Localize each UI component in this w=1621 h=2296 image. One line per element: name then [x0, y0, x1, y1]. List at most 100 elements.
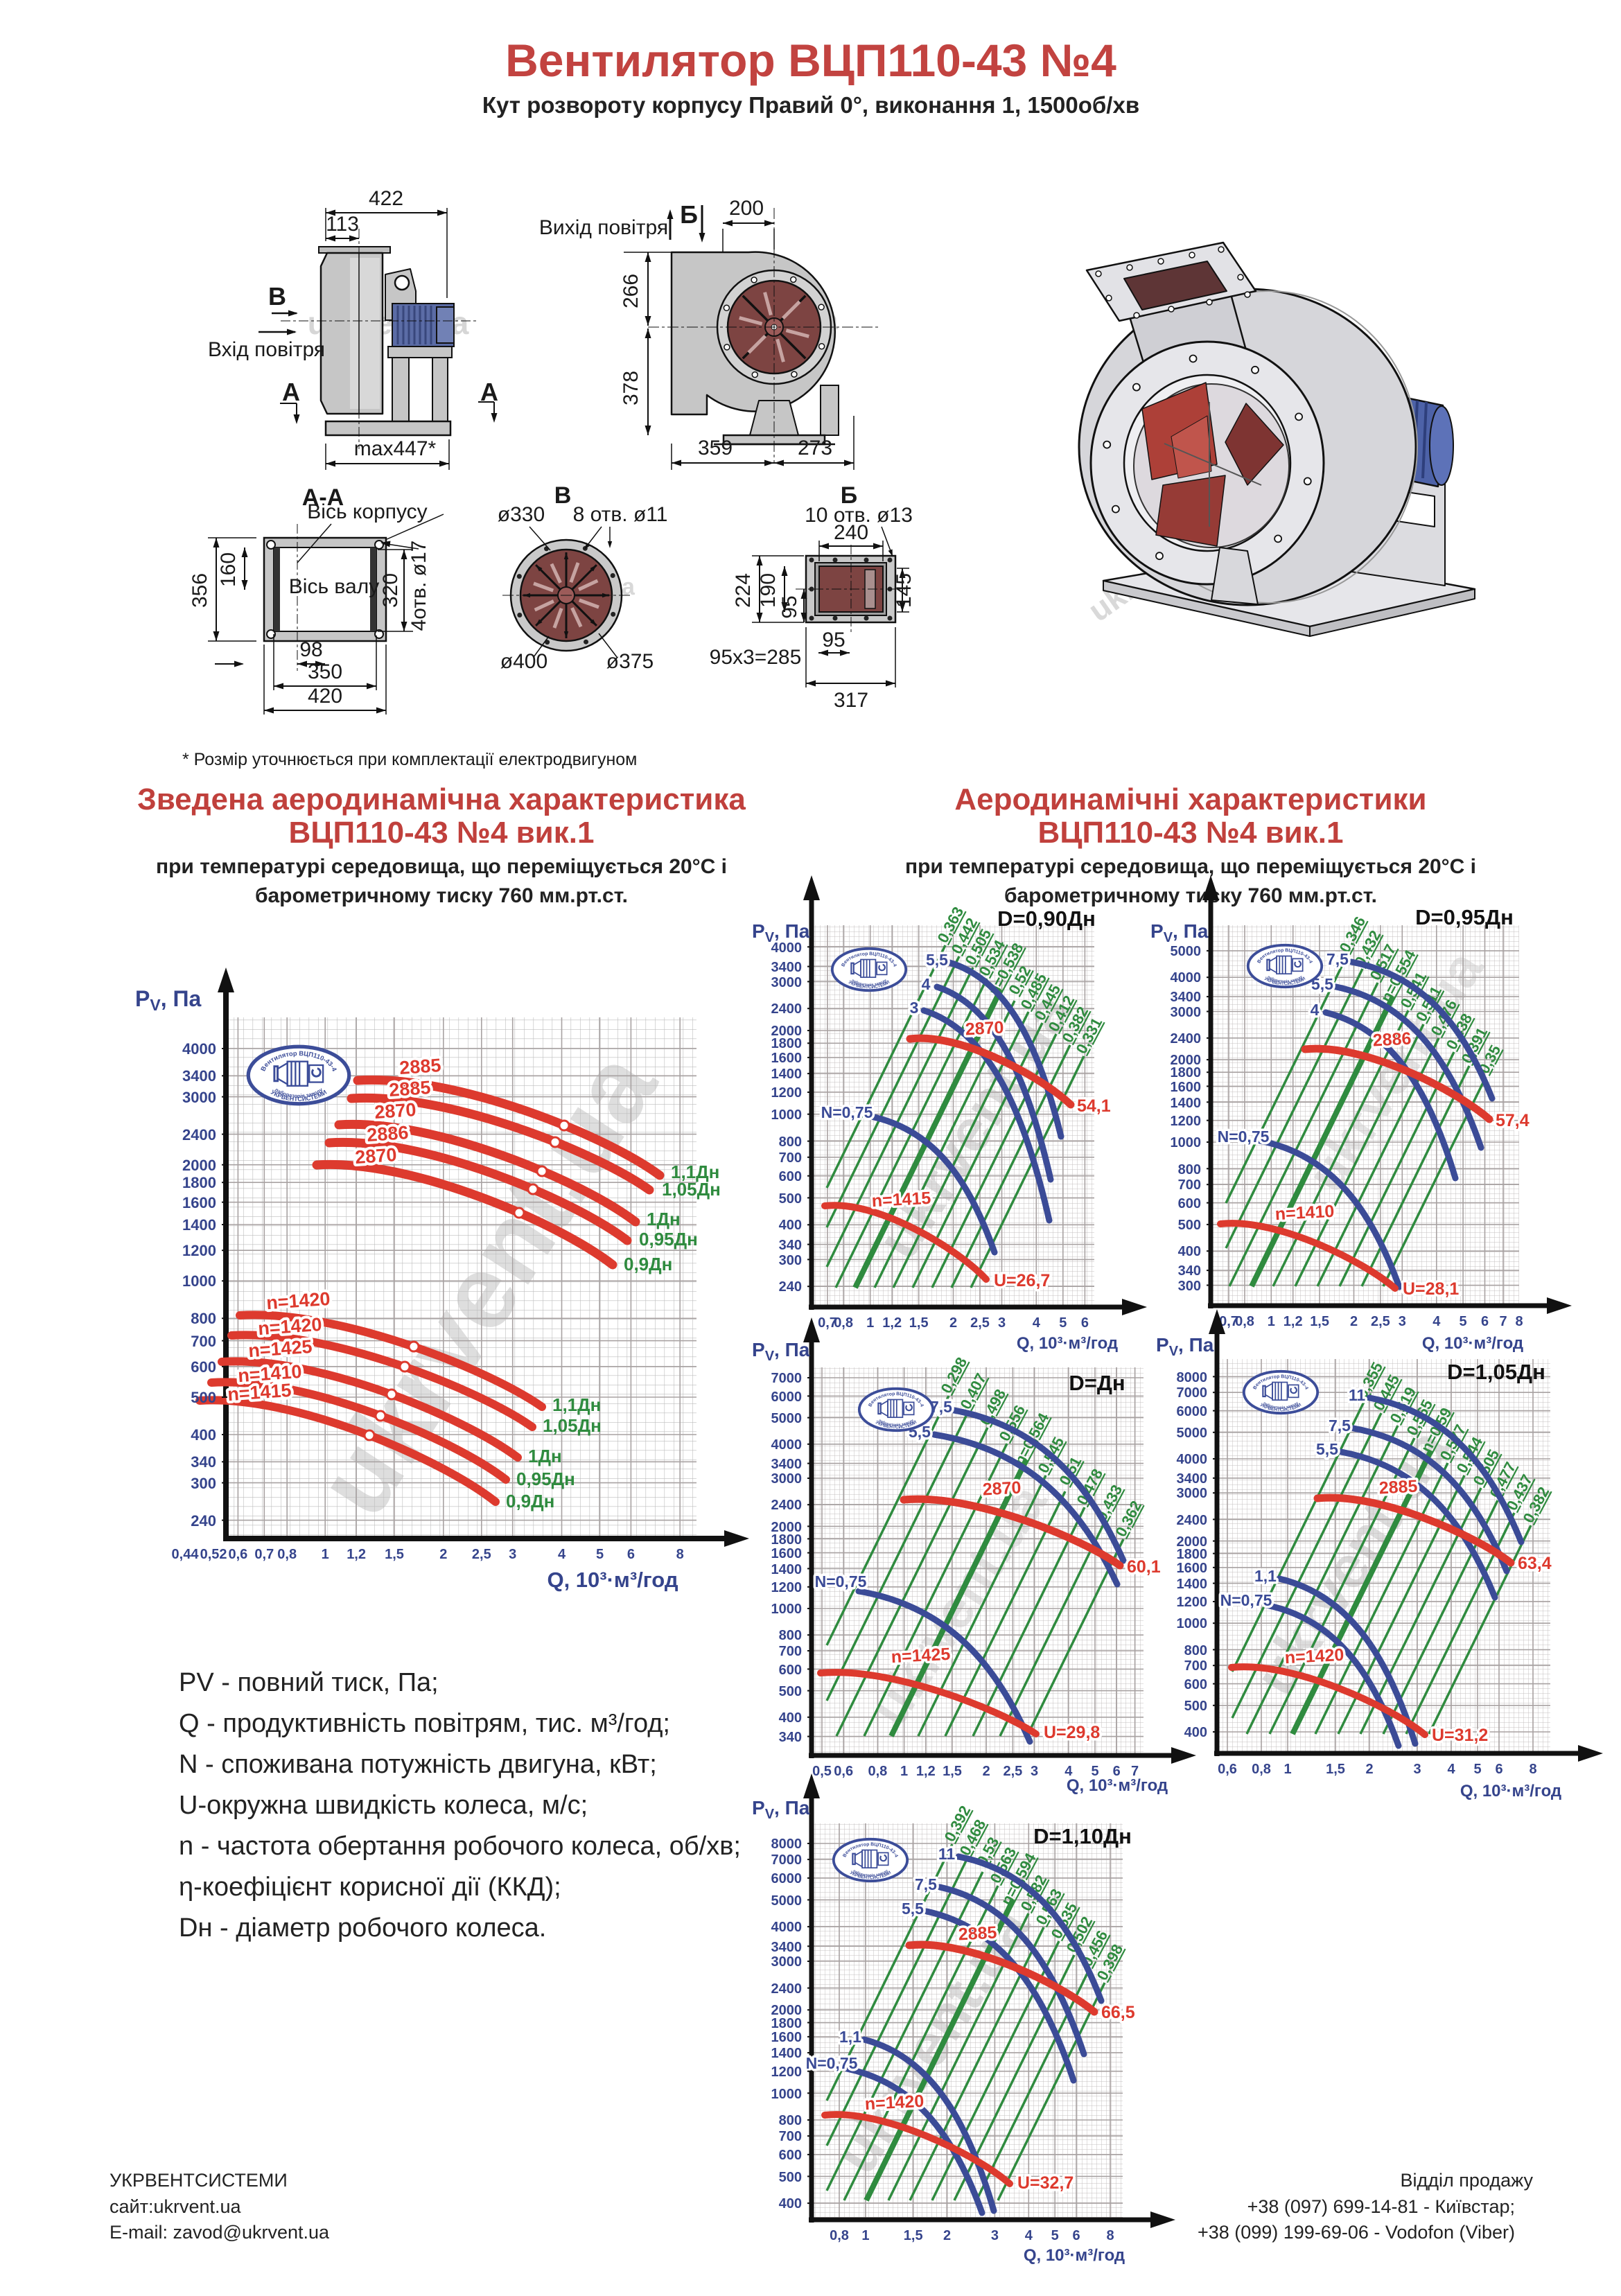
svg-text:Вісь корпусу: Вісь корпусу — [307, 500, 427, 523]
svg-text:n=1415: n=1415 — [871, 1189, 931, 1211]
svg-text:1: 1 — [900, 1764, 908, 1779]
svg-text:7000: 7000 — [771, 1852, 803, 1868]
svg-text:U=28,1: U=28,1 — [1403, 1279, 1459, 1299]
svg-text:1: 1 — [1268, 1314, 1275, 1329]
svg-text:2870: 2870 — [965, 1018, 1004, 1040]
svg-text:1400: 1400 — [771, 1067, 803, 1082]
svg-text:7,5: 7,5 — [915, 1875, 937, 1893]
svg-text:8: 8 — [1515, 1314, 1523, 1329]
svg-text:2400: 2400 — [771, 1498, 803, 1513]
svg-text:2400: 2400 — [771, 1001, 803, 1017]
svg-text:6: 6 — [627, 1547, 635, 1562]
svg-text:PV, Па: PV, Па — [1156, 1334, 1214, 1359]
svg-text:0,6: 0,6 — [834, 1764, 853, 1779]
svg-text:1000: 1000 — [771, 1602, 803, 1617]
svg-text:1Дн: 1Дн — [528, 1446, 562, 1466]
svg-text:240: 240 — [779, 1279, 802, 1295]
svg-text:2870: 2870 — [982, 1478, 1022, 1500]
svg-text:1,5: 1,5 — [943, 1764, 962, 1779]
svg-text:350: 350 — [308, 660, 342, 683]
svg-text:5000: 5000 — [1177, 1426, 1208, 1441]
svg-text:95x3=285: 95x3=285 — [710, 646, 802, 669]
svg-text:4: 4 — [1033, 1315, 1041, 1331]
svg-text:5000: 5000 — [771, 1411, 803, 1426]
svg-text:1800: 1800 — [771, 2016, 803, 2031]
svg-text:2400: 2400 — [1171, 1031, 1202, 1046]
svg-text:317: 317 — [834, 689, 868, 712]
svg-text:2000: 2000 — [182, 1157, 216, 1174]
svg-text:800: 800 — [779, 1628, 802, 1643]
svg-text:Dн - діаметр робочого колеса.: Dн - діаметр робочого колеса. — [179, 1913, 546, 1943]
svg-text:6000: 6000 — [771, 1390, 803, 1405]
svg-text:при температурі середовища, що: при температурі середовища, що переміщує… — [905, 855, 1476, 878]
svg-text:барометричному тиску 760 мм.рт: барометричному тиску 760 мм.рт.ст. — [1004, 884, 1377, 907]
svg-text:160: 160 — [217, 552, 240, 587]
svg-text:1000: 1000 — [1171, 1135, 1202, 1150]
svg-text:0,8: 0,8 — [1235, 1314, 1254, 1329]
svg-text:U=32,7: U=32,7 — [1017, 2173, 1074, 2193]
svg-text:n=1420: n=1420 — [864, 2092, 925, 2114]
svg-text:N=0,75: N=0,75 — [821, 1103, 873, 1121]
svg-text:E-mail: zavod@ukrvent.ua: E-mail: zavod@ukrvent.ua — [109, 2222, 330, 2243]
svg-text:266: 266 — [620, 274, 642, 308]
svg-text:2,5: 2,5 — [1371, 1314, 1390, 1329]
svg-text:2885: 2885 — [958, 1923, 997, 1945]
svg-text:* Розмір уточнюється при компл: * Розмір уточнюється при комплектації ел… — [182, 750, 637, 769]
svg-text:54,1: 54,1 — [1077, 1096, 1111, 1116]
svg-text:Вісь валу: Вісь валу — [289, 575, 379, 598]
svg-text:Відділ продажу: Відділ продажу — [1401, 2170, 1534, 2191]
svg-text:N=0,75: N=0,75 — [806, 2054, 858, 2072]
svg-text:10 отв. ø13: 10 отв. ø13 — [805, 504, 913, 527]
svg-text:3: 3 — [509, 1547, 516, 1562]
svg-text:PV, Па: PV, Па — [752, 1797, 810, 1822]
svg-text:5,5: 5,5 — [902, 1900, 924, 1918]
svg-text:ø375: ø375 — [606, 650, 654, 673]
svg-text:Вихід повітря: Вихід повітря — [539, 216, 668, 239]
svg-text:Б: Б — [680, 200, 698, 229]
svg-text:3000: 3000 — [1171, 1005, 1202, 1020]
svg-text:57,4: 57,4 — [1496, 1111, 1530, 1130]
svg-text:n=1425: n=1425 — [247, 1336, 313, 1361]
svg-text:0,5: 0,5 — [812, 1764, 832, 1779]
svg-text:U=29,8: U=29,8 — [1044, 1723, 1100, 1742]
svg-text:1400: 1400 — [771, 1562, 803, 1577]
svg-text:5: 5 — [596, 1547, 604, 1562]
svg-text:400: 400 — [779, 1710, 802, 1726]
svg-text:1000: 1000 — [771, 2087, 803, 2102]
svg-text:D=1,10Дн: D=1,10Дн — [1033, 1824, 1132, 1848]
svg-text:n=1420: n=1420 — [265, 1288, 331, 1313]
svg-text:А: А — [282, 378, 300, 406]
svg-text:1,5: 1,5 — [909, 1315, 929, 1331]
svg-text:+38 (097) 699-14-81 - Київстар: +38 (097) 699-14-81 - Київстар; — [1247, 2196, 1515, 2217]
svg-text:n=1420: n=1420 — [257, 1314, 322, 1339]
svg-text:2,5: 2,5 — [1003, 1764, 1022, 1779]
svg-text:400: 400 — [779, 2196, 802, 2211]
svg-text:n=1415: n=1415 — [227, 1380, 292, 1405]
svg-text:PV, Па: PV, Па — [1150, 920, 1209, 945]
svg-text:11: 11 — [938, 1845, 956, 1863]
svg-text:Q, 10³·м³/год: Q, 10³·м³/год — [1024, 2246, 1125, 2265]
svg-text:D=0,90Дн: D=0,90Дн — [997, 906, 1096, 931]
svg-text:7,5: 7,5 — [1329, 1417, 1351, 1435]
svg-text:7000: 7000 — [1177, 1385, 1208, 1401]
svg-text:1: 1 — [866, 1315, 874, 1331]
svg-text:при температурі середовища, що: при температурі середовища, що переміщує… — [156, 855, 727, 878]
svg-text:95: 95 — [822, 629, 845, 651]
svg-text:2870: 2870 — [354, 1144, 397, 1168]
svg-text:600: 600 — [779, 2148, 802, 2163]
svg-text:5: 5 — [1460, 1314, 1467, 1329]
svg-text:3000: 3000 — [182, 1089, 216, 1106]
svg-text:3000: 3000 — [771, 1471, 803, 1487]
svg-text:600: 600 — [779, 1663, 802, 1678]
svg-text:700: 700 — [191, 1333, 216, 1350]
svg-text:400: 400 — [1178, 1244, 1201, 1259]
svg-text:6: 6 — [1495, 1762, 1502, 1777]
svg-text:4: 4 — [922, 975, 931, 993]
svg-text:1800: 1800 — [771, 1036, 803, 1051]
svg-text:3000: 3000 — [771, 1954, 803, 1970]
svg-text:240: 240 — [834, 521, 868, 544]
svg-text:2: 2 — [943, 2228, 951, 2243]
svg-text:224: 224 — [732, 573, 755, 608]
svg-text:240: 240 — [191, 1512, 216, 1530]
svg-text:300: 300 — [191, 1475, 216, 1492]
